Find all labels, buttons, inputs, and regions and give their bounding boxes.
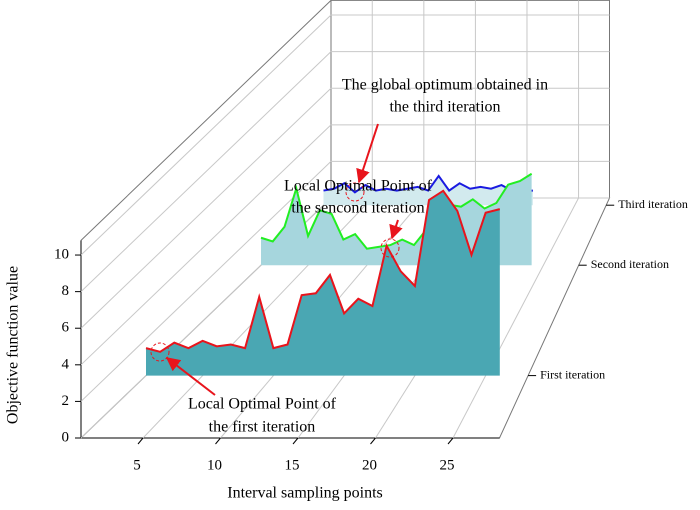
x-tick-label: 20 — [362, 457, 377, 473]
grid-line — [80, 51, 332, 292]
grid-line — [80, 161, 332, 402]
x-tick-label: 25 — [440, 457, 455, 473]
annotation: Local Optimal Point of — [188, 396, 337, 413]
annotation: the sencond iteration — [291, 200, 424, 217]
area — [146, 190, 500, 376]
annotation: the third iteration — [389, 99, 500, 116]
x-tick-label: 5 — [133, 457, 141, 473]
grid-line — [80, 124, 332, 366]
x-tick-label: 15 — [285, 457, 300, 473]
row-label: Second iteration — [591, 257, 669, 271]
arrow — [389, 219, 403, 240]
row-label: Third iteration — [618, 197, 688, 211]
x-axis-label: Interval sampling points — [227, 485, 383, 502]
x-tick — [292, 437, 299, 445]
arrow — [165, 357, 216, 396]
left-wall-edge — [80, 0, 332, 241]
annotation: The global optimum obtained in — [342, 77, 548, 94]
x-tick — [137, 437, 144, 445]
plot-area: Third iteration Second iteration First ite… — [145, 172, 688, 381]
highlight-circle — [345, 182, 365, 202]
annotation: Local Optimal Point of — [284, 178, 433, 195]
highlight-circle — [150, 342, 170, 362]
x-tick — [215, 437, 221, 445]
line — [323, 174, 533, 194]
grid-line — [80, 14, 332, 256]
y-tick-label: 10 — [54, 246, 69, 262]
y-tick-label: 6 — [62, 320, 70, 336]
grid-line — [80, 87, 332, 329]
y-axis-label: Objective function value — [5, 266, 22, 424]
arrow — [356, 123, 379, 184]
x-tick-label: 10 — [207, 457, 222, 473]
line — [145, 189, 501, 353]
annotation: the first iteration — [209, 419, 316, 436]
y-tick-label: 2 — [62, 393, 70, 409]
annotations: The global optimum obtained in the third… — [150, 77, 548, 436]
x-tick — [370, 437, 376, 445]
y-tick-label: 0 — [62, 429, 70, 445]
x-tick — [447, 437, 454, 445]
grid-line — [452, 197, 579, 439]
y-tick-label: 8 — [62, 283, 70, 299]
row-label: First iteration — [540, 367, 605, 381]
line — [260, 172, 533, 250]
y-tick-label: 4 — [62, 356, 70, 372]
